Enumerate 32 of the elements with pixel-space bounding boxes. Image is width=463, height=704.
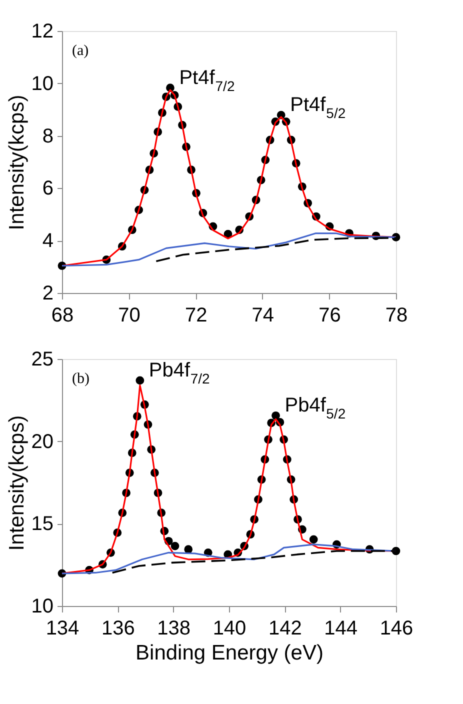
point [272,411,280,420]
y-tick-label: 8 [42,125,54,148]
x-tick-label: 142 [268,618,302,640]
point [309,535,318,544]
y-tick-label: 2 [42,282,54,304]
x-tick-label: 68 [51,304,74,326]
x-tick-label: 76 [318,304,341,326]
y-tick-label: 4 [42,230,54,252]
x-tick-label: 146 [380,618,414,640]
x-tick-label: 134 [46,618,80,640]
point [136,376,144,385]
y-tick-label: 15 [31,513,54,536]
annotation: (a) [72,43,89,59]
x-tick-label: 138 [157,618,191,640]
x-tick-label: 140 [212,618,246,640]
x-tick-label: 74 [252,304,274,326]
x-tick-label: 70 [118,304,140,326]
y-tick-label: 20 [31,430,54,453]
y-tick-label: 6 [42,178,54,200]
x-tick-label: 78 [385,304,408,326]
point [170,542,180,550]
y-tick-label: 10 [31,72,54,95]
y-tick-label: 12 [31,20,54,42]
y-axis-title: Intensity(kcps) [5,94,28,230]
y-tick-label: 25 [31,348,54,370]
x-tick-label: 144 [324,618,358,640]
y-axis-title: Intensity(kcps) [5,415,28,551]
x-tick-label: 136 [101,618,135,640]
x-tick-label: 72 [184,304,208,326]
y-tick-label: 10 [31,596,54,618]
x-axis-title: Binding Energy (eV) [136,642,324,664]
annotation: (b) [72,371,90,387]
